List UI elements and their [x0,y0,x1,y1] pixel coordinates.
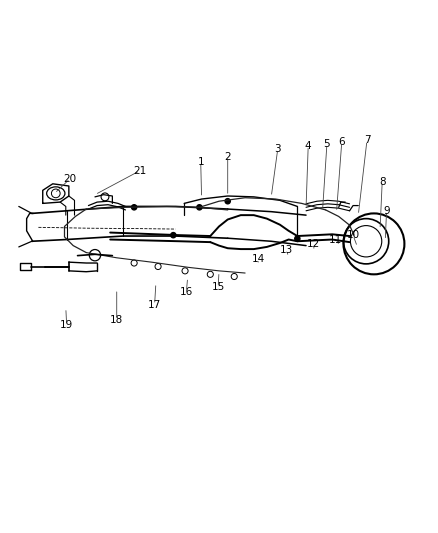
Text: 12: 12 [307,239,321,249]
Text: 10: 10 [346,230,360,240]
Text: 11: 11 [329,235,342,245]
Circle shape [197,205,202,210]
Text: 4: 4 [305,141,311,150]
Text: 6: 6 [339,138,345,148]
Circle shape [171,232,176,238]
Circle shape [295,236,300,241]
Text: 2: 2 [224,152,231,162]
Text: 20: 20 [64,174,77,183]
Text: 7: 7 [364,135,370,146]
Text: 5: 5 [324,139,330,149]
Circle shape [225,199,230,204]
Text: 17: 17 [148,300,161,310]
Text: 3: 3 [275,144,281,154]
Text: 15: 15 [212,282,225,293]
Text: 19: 19 [60,320,73,330]
Text: 13: 13 [280,245,293,255]
Text: 18: 18 [110,314,124,325]
Text: 21: 21 [133,166,146,176]
Text: 1: 1 [198,157,204,167]
Circle shape [131,205,137,210]
Text: 9: 9 [383,206,390,216]
Text: 16: 16 [180,287,193,297]
Text: 14: 14 [251,254,265,264]
Text: 8: 8 [379,176,385,187]
